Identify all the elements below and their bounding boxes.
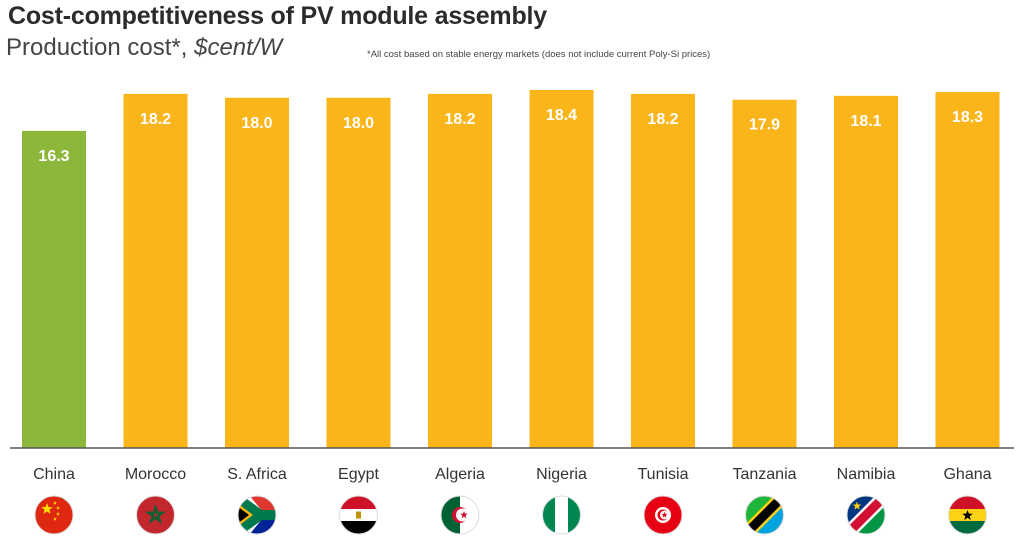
tanzania-flag-icon [745,495,784,535]
bar-value-label: 18.1 [850,113,881,130]
x-tick-label: Namibia [837,466,896,483]
bar-value-label: 17.9 [749,117,780,134]
x-tick-label: S. Africa [227,466,287,483]
morocco-flag-icon [136,495,175,535]
bar-value-label: 18.0 [343,115,374,132]
algeria-flag-icon [440,495,480,535]
nigeria-flag-icon [542,495,581,535]
bar-value-label: 18.2 [444,111,475,128]
ghana-flag-icon [948,495,987,535]
bar-egypt [326,97,391,449]
bar-ghana [935,91,1000,449]
x-tick-label: Ghana [943,466,991,483]
chart-footnote: *All cost based on stable energy markets… [367,49,711,60]
x-tick-label: Nigeria [536,466,587,483]
bar-value-label: 18.2 [647,111,678,128]
bar-namibia [834,95,898,448]
bar-morocco [123,93,188,449]
x-tick-label: Egypt [338,466,379,483]
bar-s-africa [225,97,289,449]
bar-algeria [428,93,492,449]
bar-value-label: 16.3 [38,148,69,165]
chart-subtitle: Production cost*, $cent/W [6,34,282,62]
china-flag-icon [34,495,74,535]
bar-nigeria [529,90,594,448]
subtitle-text: Production cost*, [6,34,195,61]
egypt-flag-icon [339,495,378,535]
x-tick-label: Algeria [435,466,485,483]
x-tick-label: Tunisia [638,466,689,483]
subtitle-unit: $cent/W [194,34,283,61]
bar-china [22,130,86,448]
bar-value-label: 18.4 [546,107,577,124]
bar-value-label: 18.2 [140,111,171,128]
south-africa-flag-icon [237,495,277,535]
x-tick-label: Morocco [125,466,186,483]
x-tick-label: Tanzania [732,466,796,483]
bar-value-label: 18.0 [241,115,272,132]
bar-value-label: 18.3 [952,109,983,126]
namibia-flag-icon [846,495,886,535]
bar-tanzania [732,99,797,448]
tunisia-flag-icon [643,495,683,535]
x-tick-label: China [33,466,75,483]
bar-tunisia [631,93,695,449]
chart-title: Cost-competitiveness of PV module assemb… [8,2,547,30]
